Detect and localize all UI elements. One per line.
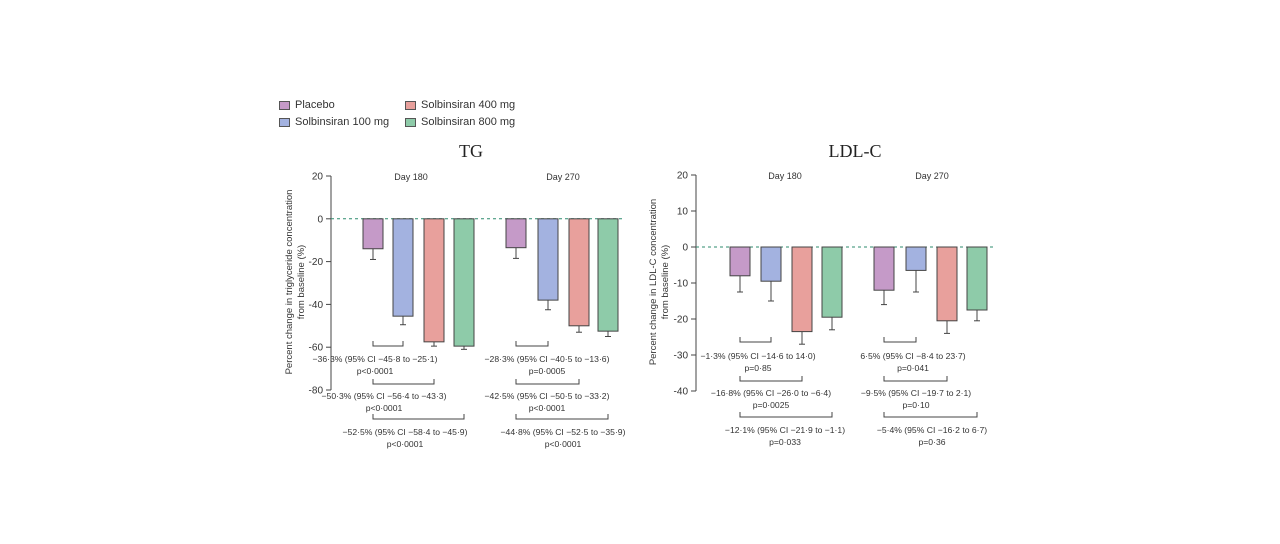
chart1-bar — [453, 218, 475, 347]
chart1-comparison-bracket — [372, 414, 465, 420]
chart1-bar — [568, 218, 590, 327]
chart2-ytick-label: -20 — [674, 315, 689, 326]
chart2-comparison-text: −12·1% (95% CI −21·9 to −1·1) — [725, 425, 845, 435]
chart2-bar — [936, 246, 958, 322]
chart1-ytick-label: 20 — [312, 172, 324, 183]
chart1-category-label: Day 180 — [394, 172, 428, 182]
chart2-y-axis-label: Percent change in LDL-C concentrationfro… — [648, 199, 671, 365]
chart1-comparison-pvalue: p<0·0001 — [545, 439, 582, 449]
chart2-category-label: Day 180 — [768, 171, 802, 181]
chart1-comparison-pvalue: p<0·0001 — [529, 403, 566, 413]
chart1-bar — [362, 218, 384, 250]
chart1-bar — [505, 218, 527, 249]
chart2-bar — [821, 246, 843, 318]
chart2-title: LDL-C — [829, 141, 882, 161]
chart2-comparison-bracket — [739, 412, 833, 418]
legend-label-800mg: Solbinsiran 800 mg — [421, 116, 516, 128]
legend-label-100mg: Solbinsiran 100 mg — [295, 116, 390, 128]
chart2-comparison-pvalue: p=0·36 — [919, 437, 946, 447]
chart1-ytick-label: -20 — [309, 257, 324, 268]
legend-item-400mg: Solbinsiran 400 mg — [405, 99, 515, 111]
chart1-comparison-text: −44·8% (95% CI −52·5 to −35·9) — [501, 427, 626, 437]
chart1-comparison-bracket — [515, 379, 580, 385]
chart1-comparison-text: −50·3% (95% CI −56·4 to −43·3) — [322, 391, 447, 401]
chart2-comparison-bracket — [883, 376, 948, 382]
chart2-comparison-pvalue: p=0·85 — [745, 363, 772, 373]
chart2-ytick-label: 20 — [677, 171, 689, 182]
chart1-comparison-bracket — [515, 414, 609, 420]
chart1-comparison-pvalue: p=0·0005 — [529, 366, 566, 376]
chart2-ytick-label: 10 — [677, 207, 689, 218]
legend-item-800mg: Solbinsiran 800 mg — [405, 116, 515, 128]
chart2-comparison-bracket — [883, 412, 978, 418]
chart2-ytick-label: 0 — [682, 243, 688, 254]
chart1-ytick-label: -40 — [309, 300, 324, 311]
chart2-bar — [966, 246, 988, 311]
chart1-comparison-pvalue: p<0·0001 — [357, 366, 394, 376]
chart2-comparison-bracket — [739, 337, 772, 343]
chart-legend: Placebo Solbinsiran 100 mg Solbinsiran 4… — [279, 99, 539, 133]
chart1-comparison-text: −28·3% (95% CI −40·5 to −13·6) — [485, 354, 610, 364]
chart1-title: TG — [459, 141, 483, 161]
chart2-bar — [729, 246, 751, 277]
chart2-comparison-pvalue: p=0·041 — [897, 363, 929, 373]
chart2-bar — [873, 246, 895, 291]
chart2-comparison-pvalue: p=0·10 — [903, 400, 930, 410]
chart2-comparison-text: −16·8% (95% CI −26·0 to −6·4) — [711, 388, 831, 398]
chart1-bar — [423, 218, 445, 343]
chart1-comparison-bracket — [372, 341, 404, 347]
chart1-comparison-text: −52·5% (95% CI −58·4 to −45·9) — [343, 427, 468, 437]
chart1-ytick-label: -80 — [309, 386, 324, 397]
chart2-ytick-label: -40 — [674, 387, 689, 398]
chart2-comparison-bracket — [739, 376, 803, 382]
chart2-bar — [760, 246, 782, 282]
legend-item-placebo: Placebo — [279, 99, 335, 111]
chart2-comparison-pvalue: p=0·033 — [769, 437, 801, 447]
chart2-comparison-text: −1·3% (95% CI −14·6 to 14·0) — [700, 351, 815, 361]
chart2-comparison-text: 6·5% (95% CI −8·4 to 23·7) — [860, 351, 965, 361]
chart1-bar — [537, 218, 559, 301]
legend-swatch-placebo — [279, 100, 290, 110]
chart2-ytick-label: -10 — [674, 279, 689, 290]
chart2-comparison-pvalue: p=0·0025 — [753, 400, 790, 410]
chart2-bar — [791, 246, 813, 333]
chart1-comparison-bracket — [372, 379, 435, 385]
legend-label-400mg: Solbinsiran 400 mg — [421, 99, 516, 111]
chart2-category-label: Day 270 — [915, 171, 949, 181]
chart1-y-axis-label: Percent change in triglyceride concentra… — [284, 190, 307, 375]
legend-item-100mg: Solbinsiran 100 mg — [279, 116, 389, 128]
chart2-comparison-text: −9·5% (95% CI −19·7 to 2·1) — [861, 388, 971, 398]
chart1-ytick-label: 0 — [317, 214, 323, 225]
legend-swatch-100mg — [279, 117, 290, 127]
chart1-comparison-pvalue: p<0·0001 — [366, 403, 403, 413]
chart1-bar — [392, 218, 414, 317]
chart2-ytick-label: -30 — [674, 351, 689, 362]
legend-swatch-400mg — [405, 100, 416, 110]
chart1-comparison-text: −36·3% (95% CI −45·8 to −25·1) — [313, 354, 438, 364]
legend-swatch-800mg — [405, 117, 416, 127]
legend-label-placebo: Placebo — [295, 99, 335, 111]
chart1-comparison-text: −42·5% (95% CI −50·5 to −33·2) — [485, 391, 610, 401]
chart2-comparison-text: −5·4% (95% CI −16·2 to 6·7) — [877, 425, 987, 435]
chart2-bar — [905, 246, 927, 271]
chart1-bar — [597, 218, 619, 332]
chart2-comparison-bracket — [883, 337, 917, 343]
chart1-ytick-label: -60 — [309, 343, 324, 354]
chart1-category-label: Day 270 — [546, 172, 580, 182]
chart1-comparison-bracket — [515, 341, 549, 347]
chart1-comparison-pvalue: p<0·0001 — [387, 439, 424, 449]
